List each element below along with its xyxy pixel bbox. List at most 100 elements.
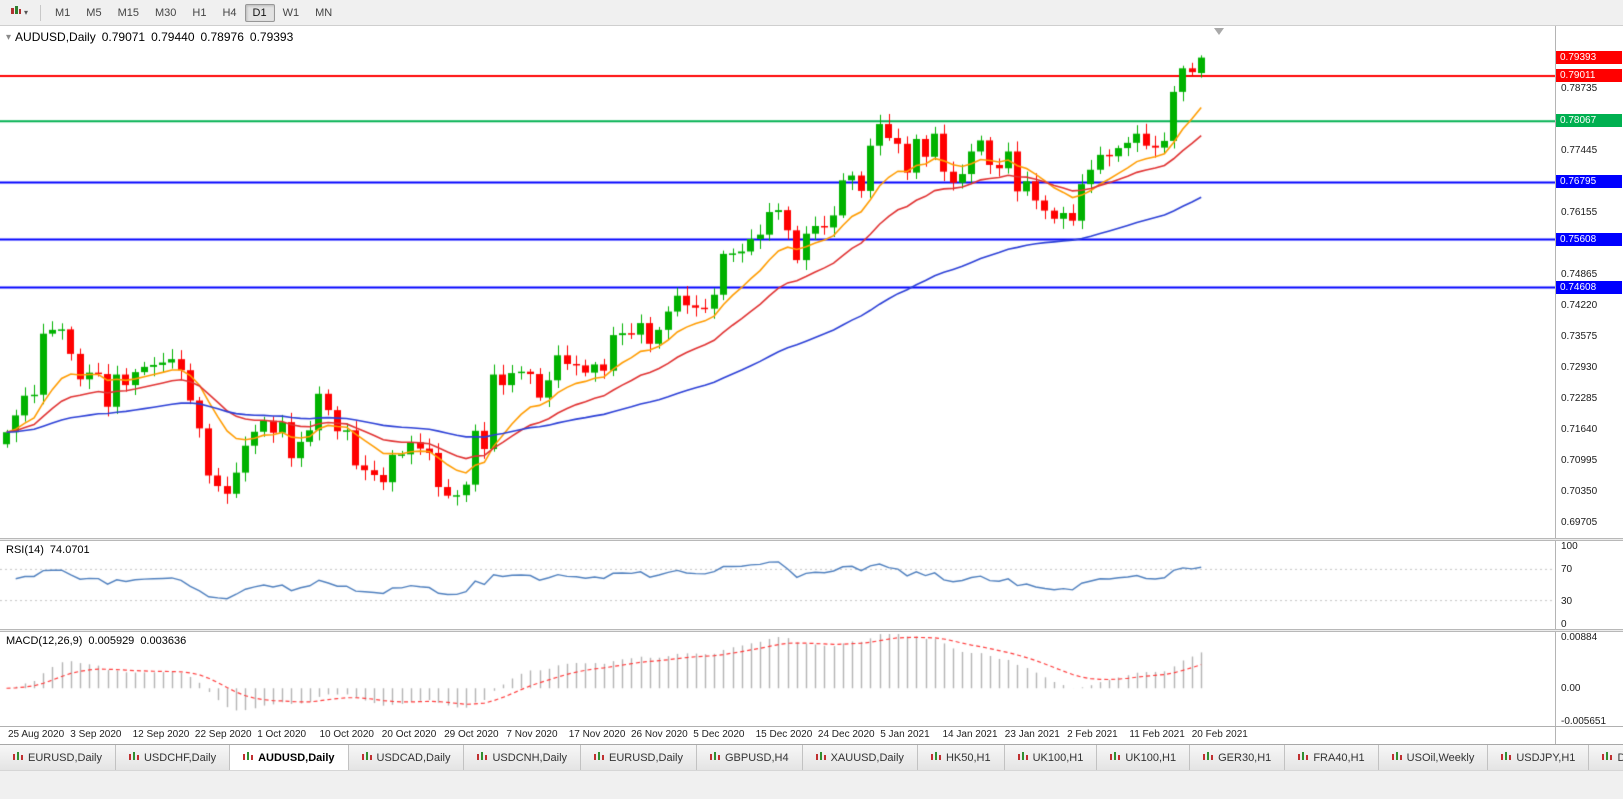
toolbar-separator (40, 4, 42, 21)
macd-scale[interactable]: 0.00884 0.00 -0.005651 (1555, 632, 1623, 727)
chart-tab-usdchf-daily[interactable]: USDCHF,Daily (115, 745, 231, 770)
chart-tab-usdjpy-h1[interactable]: USDJPY,H1 (1488, 745, 1590, 770)
chart-tab-xauusd-daily[interactable]: XAUUSD,Daily (802, 745, 918, 770)
timeframe-m1-button[interactable]: M1 (55, 6, 71, 19)
tab-chart-icon (930, 751, 941, 764)
main-price-scale[interactable]: 0.69705 0.70350 0.70995 0.71640 0.72285 0.729… (1555, 26, 1623, 538)
chart-tab-fra40-h1[interactable]: FRA40,H1 (1285, 745, 1379, 770)
date-axis-label: 15 Dec 2020 (755, 729, 813, 740)
chart-shift-marker[interactable] (1214, 28, 1224, 35)
tab-label: HK50,H1 (945, 751, 991, 764)
tab-chart-icon (1017, 751, 1028, 764)
date-axis-label: 3 Sep 2020 (70, 729, 122, 740)
price-scale-label: 0.73575 (1561, 331, 1598, 343)
chart-tab-ger30-h1[interactable]: GER30,H1 (1190, 745, 1286, 770)
chart-tab-audusd-daily[interactable]: AUDUSD,Daily (230, 745, 349, 770)
tab-chart-icon (1501, 751, 1512, 764)
tab-chart-icon (128, 751, 139, 764)
chart-tab-uk100-h1[interactable]: UK100,H1 (1004, 745, 1098, 770)
rsi-plot[interactable]: RSI(14) 74.0701 (0, 541, 1555, 629)
price-level-badge: 0.78067 (1556, 114, 1622, 128)
rsi-canvas[interactable] (0, 541, 1555, 629)
tab-label: USDJPY,H1 (1516, 751, 1576, 764)
tab-label: USDCAD,Daily (376, 751, 451, 764)
panel-splitter[interactable] (0, 629, 1623, 632)
main-chart-plot[interactable]: ▾ AUDUSD,Daily 0.79071 0.79440 0.78976 0… (0, 26, 1555, 538)
one-click-trading-toggle[interactable]: ▾ (6, 31, 12, 43)
chart-tab-usdcnh-daily[interactable]: USDCNH,Daily (464, 745, 582, 770)
price-scale-label: 0.71640 (1561, 424, 1598, 436)
date-axis[interactable]: 25 Aug 2020 3 Sep 2020 12 Sep 2020 22 Sep 2… (0, 726, 1623, 744)
chart-tab-usdcad-daily[interactable]: USDCAD,Daily (348, 745, 465, 770)
chart-tab-usoil-weekly[interactable]: USOil,Weekly (1378, 745, 1489, 770)
rsi-panel: RSI(14) 74.0701 100 70 30 0 (0, 541, 1623, 630)
ohlc-open-value: 0.79071 (101, 30, 146, 44)
rsi-scale[interactable]: 100 70 30 0 (1555, 541, 1623, 630)
rsi-scale-label: 70 (1561, 564, 1573, 576)
date-axis-label: 22 Sep 2020 (194, 729, 252, 740)
tab-chart-icon (815, 751, 826, 764)
ohlc-high-value: 0.79440 (151, 30, 195, 44)
timeframe-h1-button[interactable]: H1 (192, 6, 207, 19)
chart-tab-uk100-h1[interactable]: UK100,H1 (1097, 745, 1191, 770)
timeframe-m5-button[interactable]: M5 (86, 6, 102, 19)
price-scale-label: 0.70995 (1561, 455, 1598, 467)
panel-splitter[interactable] (0, 538, 1623, 541)
ohlc-low-value: 0.78976 (200, 30, 244, 44)
macd-label-row: MACD(12,26,9) 0.005929 0.003636 (6, 635, 186, 647)
price-scale-label: 0.72930 (1561, 362, 1598, 374)
timeframe-bar: M1 M5 M15 M30 H1 H4 D1 W1 MN (47, 3, 340, 22)
date-axis-label: 11 Feb 2021 (1129, 729, 1185, 740)
timeframe-mn-button[interactable]: MN (315, 6, 333, 19)
tab-chart-icon (361, 751, 372, 764)
chart-tab-eurusd-daily[interactable]: EURUSD,Daily (581, 745, 697, 770)
tab-label: USDCNH,Daily (492, 751, 568, 764)
tab-chart-icon (594, 751, 605, 764)
macd-canvas[interactable] (0, 632, 1555, 726)
rsi-label-row: RSI(14) 74.0701 (6, 544, 90, 556)
timeframe-m30-button[interactable]: M30 (154, 6, 177, 19)
timeframe-h4-button[interactable]: H4 (222, 6, 237, 19)
rsi-scale-label: 100 (1561, 541, 1578, 552)
timeframe-w1-button[interactable]: W1 (282, 6, 300, 19)
rsi-current-value: 74.0701 (49, 544, 90, 556)
candlestick-chart-icon (10, 5, 22, 20)
date-axis-label: 26 Nov 2020 (631, 729, 688, 740)
macd-indicator-label: MACD(12,26,9) (6, 635, 83, 647)
status-strip (0, 770, 1623, 799)
chart-symbol-label: AUDUSD,Daily (15, 30, 96, 44)
date-axis-label: 5 Jan 2021 (880, 729, 930, 740)
candlestick-chart-canvas[interactable] (0, 26, 1555, 538)
rsi-scale-label: 0 (1561, 619, 1567, 630)
chart-tab-dj30-daily[interactable]: DJ30,Daily (1589, 745, 1623, 770)
ohlc-close-value: 0.79393 (249, 30, 294, 44)
tab-chart-icon (1203, 751, 1214, 764)
timeframe-m15-button[interactable]: M15 (117, 6, 139, 19)
date-axis-label: 1 Oct 2020 (257, 729, 307, 740)
chart-type-button[interactable]: ▾ (4, 2, 34, 23)
price-level-badge: 0.75608 (1556, 232, 1622, 246)
tab-label: EURUSD,Daily (609, 751, 683, 764)
price-scale-label: 0.78735 (1561, 83, 1598, 95)
macd-plot[interactable]: MACD(12,26,9) 0.005929 0.003636 (0, 632, 1555, 726)
chart-tab-gbpusd-h4[interactable]: GBPUSD,H4 (697, 745, 803, 770)
date-axis-label: 12 Sep 2020 (132, 729, 190, 740)
macd-scale-label: -0.005651 (1561, 716, 1607, 727)
date-axis-labels: 25 Aug 2020 3 Sep 2020 12 Sep 2020 22 Sep 2… (0, 727, 1555, 744)
tab-label: FRA40,H1 (1313, 751, 1365, 764)
price-level-badge: 0.79011 (1556, 68, 1622, 82)
tab-label: XAUUSD,Daily (830, 751, 904, 764)
tab-label: DJ30,Daily (1617, 752, 1623, 764)
chevron-down-icon: ▾ (24, 8, 29, 17)
macd-scale-label: 0.00884 (1561, 632, 1598, 643)
chart-tabs-bar: EURUSD,Daily USDCHF,Daily AUDUSD,Daily USDC… (0, 744, 1623, 770)
date-axis-label: 23 Jan 2021 (1004, 729, 1060, 740)
chart-tab-hk50-h1[interactable]: HK50,H1 (917, 745, 1005, 770)
chart-tab-eurusd-daily[interactable]: EURUSD,Daily (0, 745, 116, 770)
price-scale-label: 0.74865 (1561, 269, 1598, 281)
rsi-scale-label: 30 (1561, 595, 1573, 607)
timeframe-d1-button[interactable]: D1 (244, 3, 275, 22)
tab-chart-icon (1602, 751, 1613, 764)
macd-signal-value: 0.003636 (140, 635, 187, 647)
macd-main-value: 0.005929 (88, 635, 135, 647)
